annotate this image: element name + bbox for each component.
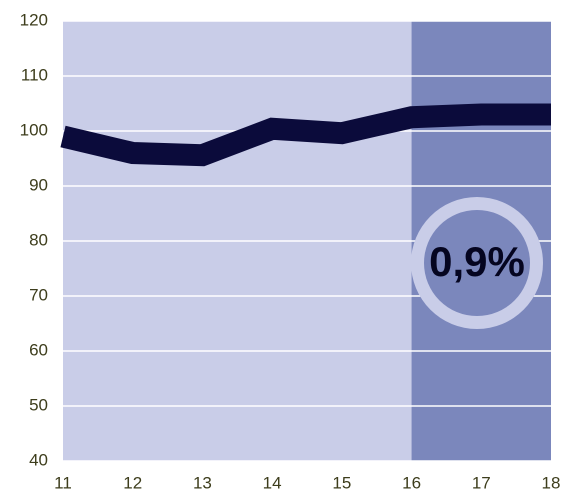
x-tick-label: 15 (332, 473, 351, 492)
line-series (60, 103, 551, 167)
x-tick-label: 14 (263, 473, 282, 492)
y-tick-label: 80 (29, 230, 48, 249)
x-tick-label: 11 (54, 473, 72, 492)
x-tick-label: 16 (402, 473, 421, 492)
y-tick-label: 70 (29, 285, 48, 304)
y-tick-label: 110 (21, 65, 48, 84)
y-tick-label: 60 (29, 340, 48, 359)
x-tick-label: 17 (472, 473, 491, 492)
x-tick-label: 12 (123, 473, 142, 492)
annotation-disc (424, 210, 530, 316)
y-tick-label: 50 (29, 395, 48, 414)
annotation-text: 0,9% (429, 238, 525, 285)
x-tick-label: 18 (542, 473, 561, 492)
x-tick-label: 13 (193, 473, 212, 492)
y-tick-label: 40 (29, 450, 48, 469)
y-tick-label: 120 (20, 10, 48, 29)
y-tick-label: 100 (20, 120, 48, 139)
y-tick-label: 90 (29, 175, 48, 194)
